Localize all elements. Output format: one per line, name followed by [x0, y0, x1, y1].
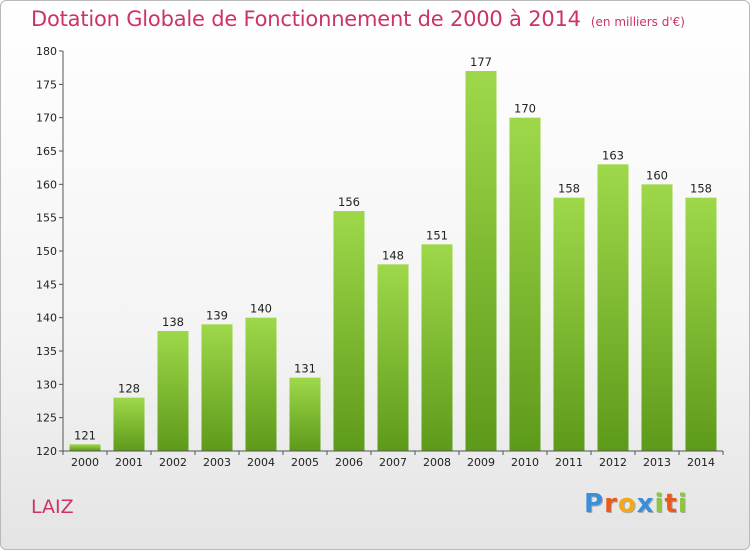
- data-label-2006: 156: [338, 195, 360, 209]
- x-tick-label: 2007: [379, 456, 407, 469]
- logo-letter: i: [654, 489, 665, 519]
- data-label-2013: 160: [646, 168, 668, 182]
- logo-letter: x: [636, 489, 655, 519]
- bar-2012: [597, 164, 629, 452]
- data-label-2008: 151: [426, 228, 448, 242]
- x-tick-label: 2011: [555, 456, 583, 469]
- data-label-2001: 128: [118, 382, 140, 396]
- logo-letter: r: [604, 489, 618, 519]
- proxiti-logo: Proxiti: [584, 489, 688, 519]
- data-label-2002: 138: [162, 315, 184, 329]
- x-tick-label: 2013: [643, 456, 671, 469]
- x-tick-label: 2012: [599, 456, 627, 469]
- x-tick-label: 2002: [159, 456, 187, 469]
- bar-2006: [333, 211, 365, 451]
- commune-name: LAIZ: [31, 496, 74, 518]
- bar-2013: [641, 184, 673, 452]
- bar-2007: [377, 264, 409, 451]
- x-tick-label: 2000: [71, 456, 99, 469]
- data-label-2010: 170: [514, 102, 536, 116]
- bar-2001: [113, 397, 145, 451]
- y-tick-label: 120: [36, 445, 57, 458]
- title-text: Dotation Globale de Fonctionnement de 20…: [31, 7, 581, 31]
- y-tick-label: 150: [36, 245, 57, 258]
- y-tick-label: 130: [36, 378, 57, 391]
- x-tick-label: 2003: [203, 456, 231, 469]
- axis-layer: 2000 2001 2002 2003 2004 2005 2006 2007 2008 2009…: [36, 45, 724, 469]
- x-tick-label: 2008: [423, 456, 451, 469]
- bar-2003: [201, 324, 233, 451]
- data-label-2012: 163: [602, 148, 624, 162]
- x-tick-label: 2005: [291, 456, 319, 469]
- bars-layer: 121 128 138 139 140 131 156 148 151 177 170 158 163 1…: [69, 55, 717, 452]
- logo-letter: o: [617, 489, 637, 519]
- unit-label: (en milliers d'€): [590, 15, 685, 29]
- bar-2008: [421, 244, 453, 451]
- bar-2004: [245, 317, 277, 451]
- data-label-2009: 177: [470, 55, 492, 69]
- y-tick-label: 155: [36, 212, 57, 225]
- bar-2002: [157, 331, 189, 451]
- y-tick-label: 170: [36, 112, 57, 125]
- y-tick-label: 125: [36, 412, 57, 425]
- y-tick-label: 160: [36, 178, 57, 191]
- logo-letter: P: [584, 489, 605, 519]
- bar-2009: [465, 71, 497, 451]
- x-tick-label: 2006: [335, 456, 363, 469]
- data-label-2014: 158: [690, 182, 712, 196]
- bar-2005: [289, 377, 321, 451]
- bar-2010: [509, 117, 541, 452]
- x-tick-label: 2004: [247, 456, 275, 469]
- x-tick-label: 2001: [115, 456, 143, 469]
- data-label-2007: 148: [382, 248, 404, 262]
- chart-title: Dotation Globale de Fonctionnement de 20…: [31, 7, 685, 31]
- bar-2014: [685, 197, 717, 451]
- y-tick-label: 140: [36, 312, 57, 325]
- y-tick-label: 135: [36, 345, 57, 358]
- bar-2011: [553, 197, 585, 451]
- y-tick-label: 175: [36, 78, 57, 91]
- x-tick-label: 2009: [467, 456, 495, 469]
- data-label-2004: 140: [250, 302, 272, 316]
- bar-2000: [69, 444, 101, 451]
- y-tick-label: 165: [36, 145, 57, 158]
- y-tick-label: 180: [36, 45, 57, 58]
- x-tick-label: 2014: [687, 456, 715, 469]
- x-tick-label: 2010: [511, 456, 539, 469]
- data-label-2005: 131: [294, 362, 316, 376]
- data-label-2000: 121: [74, 428, 96, 442]
- data-label-2003: 139: [206, 308, 228, 322]
- logo-letter: i: [677, 489, 688, 519]
- y-tick-label: 145: [36, 278, 57, 291]
- logo-letter: t: [664, 489, 678, 519]
- data-label-2011: 158: [558, 182, 580, 196]
